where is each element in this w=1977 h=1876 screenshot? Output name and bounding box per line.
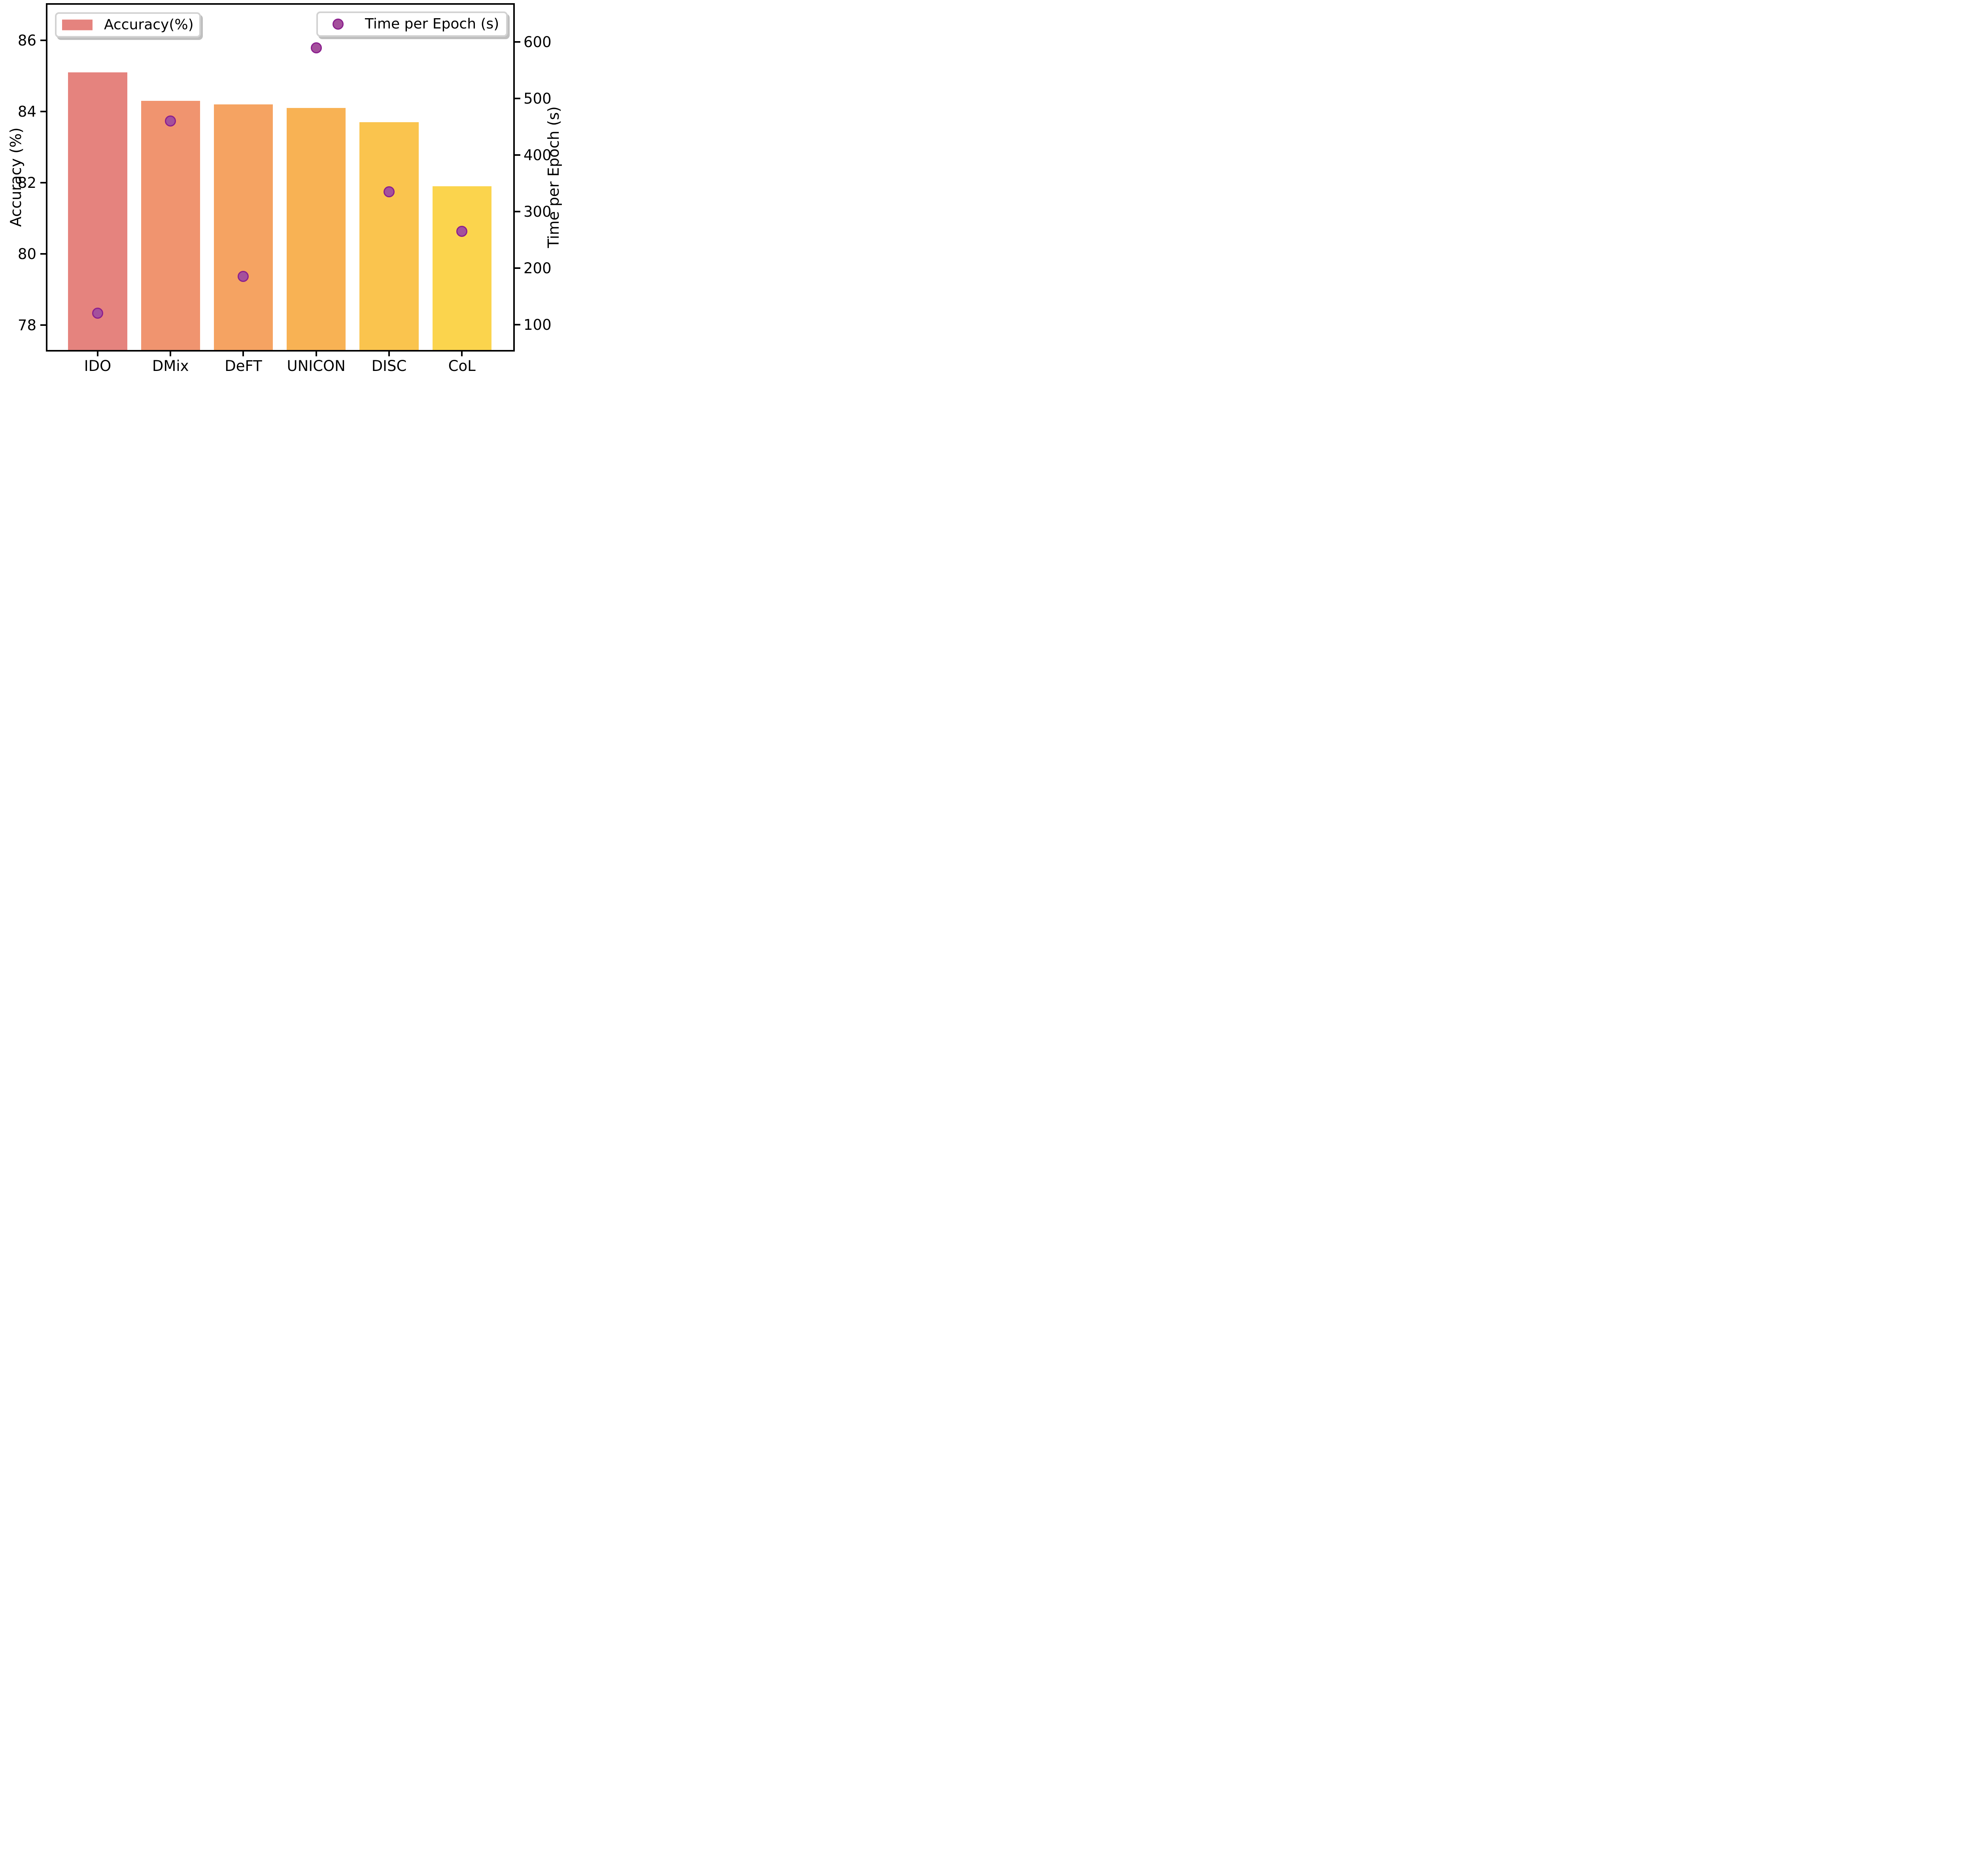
- left-y-tick-label-78: 78: [17, 317, 36, 334]
- accuracy-bar-DMix: [141, 101, 200, 350]
- time-dot-DISC: [383, 186, 395, 197]
- right-y-tick-label-600: 600: [524, 34, 552, 51]
- accuracy-bar-UNICON: [287, 108, 346, 350]
- left-y-tick-label-86: 86: [17, 32, 36, 49]
- x-category-label-UNICON: UNICON: [287, 357, 346, 374]
- accuracy-bar-DISC: [359, 122, 419, 350]
- right-y-tick-300: [513, 210, 520, 212]
- dual-axis-bar-chart: 78 80 82 84 86 100 200 300 400 500 600 IDO DMix DeFT U…: [0, 0, 565, 375]
- right-y-tick-label-200: 200: [524, 259, 552, 277]
- right-y-tick-label-400: 400: [524, 147, 552, 164]
- right-y-tick-600: [513, 41, 520, 43]
- time-dot-IDO: [92, 308, 103, 319]
- left-y-tick-84: [40, 111, 47, 112]
- left-y-tick-label-80: 80: [17, 246, 36, 263]
- right-y-tick-label-500: 500: [524, 90, 552, 108]
- right-y-tick-500: [513, 98, 520, 100]
- left-y-tick-82: [40, 182, 47, 183]
- x-tick-UNICON: [315, 350, 317, 356]
- x-tick-DMix: [170, 350, 172, 356]
- legend-accuracy: Accuracy(%): [55, 12, 201, 38]
- right-y-tick-100: [513, 323, 520, 325]
- left-y-tick-86: [40, 40, 47, 41]
- accuracy-bar-DeFT: [214, 104, 273, 350]
- accuracy-legend-swatch-icon: [62, 19, 93, 30]
- left-y-tick-78: [40, 324, 47, 326]
- plot-area-frame: [46, 3, 515, 352]
- time-legend-circle-icon: [333, 19, 344, 30]
- left-y-tick-label-82: 82: [17, 174, 36, 191]
- left-y-tick-label-84: 84: [17, 103, 36, 120]
- left-y-axis-label: Accuracy (%): [7, 127, 25, 227]
- right-y-tick-label-300: 300: [524, 203, 552, 220]
- x-tick-DeFT: [242, 350, 244, 356]
- time-dot-DeFT: [238, 271, 249, 282]
- accuracy-bar-IDO: [68, 72, 127, 350]
- accuracy-legend-label: Accuracy(%): [104, 17, 194, 33]
- accuracy-bar-CoL: [432, 186, 491, 350]
- x-tick-CoL: [461, 350, 463, 356]
- right-y-tick-200: [513, 267, 520, 269]
- left-y-tick-80: [40, 253, 47, 255]
- right-y-axis-label: Time per Epoch (s): [545, 106, 562, 248]
- x-tick-DISC: [388, 350, 390, 356]
- right-y-tick-400: [513, 154, 520, 156]
- time-legend-label: Time per Epoch (s): [365, 16, 499, 32]
- right-y-tick-label-100: 100: [524, 316, 552, 333]
- x-category-label-DMix: DMix: [152, 357, 189, 374]
- x-category-label-DeFT: DeFT: [225, 357, 262, 374]
- time-dot-UNICON: [310, 42, 322, 53]
- x-category-label-DISC: DISC: [371, 357, 407, 374]
- time-dot-DMix: [165, 115, 176, 127]
- x-category-label-IDO: IDO: [84, 357, 112, 374]
- legend-time-per-epoch: Time per Epoch (s): [316, 11, 508, 37]
- x-tick-IDO: [96, 350, 98, 356]
- x-category-label-CoL: CoL: [448, 357, 476, 374]
- time-dot-CoL: [456, 225, 468, 237]
